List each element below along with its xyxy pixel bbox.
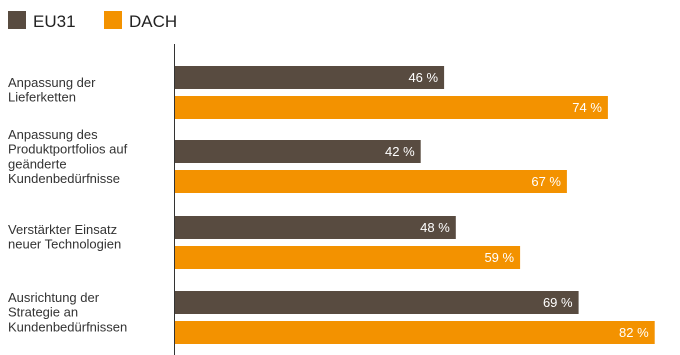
bar-eu31 bbox=[175, 66, 445, 89]
data-label: 59 % bbox=[484, 250, 514, 265]
bar-dach bbox=[175, 96, 608, 119]
data-label: 42 % bbox=[385, 144, 415, 159]
data-label: 74 % bbox=[572, 100, 602, 115]
category-label: Anpassung der Lieferketten bbox=[8, 75, 96, 105]
category-label: Ausrichtung der Strategie an Kundenbedürfn… bbox=[8, 290, 127, 334]
bar-eu31 bbox=[175, 216, 456, 239]
category-label: Anpassung des Produktportfolios auf geände… bbox=[8, 127, 128, 186]
bar-eu31 bbox=[175, 291, 579, 314]
legend-swatch-eu31 bbox=[8, 11, 26, 29]
legend-label-eu31: EU31 bbox=[33, 12, 76, 31]
data-label: 67 % bbox=[531, 174, 561, 189]
bar-eu31 bbox=[175, 140, 421, 163]
legend-swatch-dach bbox=[104, 11, 122, 29]
legend: EU31 DACH bbox=[8, 11, 177, 31]
bar-dach bbox=[175, 170, 567, 193]
legend-label-dach: DACH bbox=[129, 12, 177, 31]
data-label: 48 % bbox=[420, 220, 450, 235]
bar-dach bbox=[175, 321, 655, 344]
bars: 46 % 74 % 42 % 67 % 48 % 59 % 69 % 82 % bbox=[175, 66, 655, 344]
category-label: Verstärkter Einsatz neuer Technologien bbox=[8, 222, 121, 252]
data-label: 82 % bbox=[619, 325, 649, 340]
data-label: 69 % bbox=[543, 295, 573, 310]
bar-dach bbox=[175, 246, 521, 269]
data-label: 46 % bbox=[408, 70, 438, 85]
category-labels: Anpassung der Lieferketten Anpassung des Pr… bbox=[8, 75, 128, 334]
